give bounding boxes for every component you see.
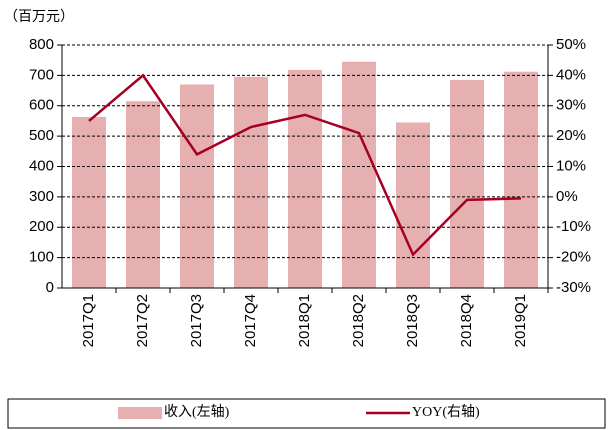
- y-tick-label: 0: [46, 279, 54, 296]
- legend-swatch: [118, 407, 162, 419]
- line: [88, 73, 522, 257]
- y2-tick-label: 30%: [556, 97, 586, 114]
- y-tick-label: 400: [29, 157, 54, 174]
- x-tick-label: 2019Q1: [512, 294, 529, 347]
- bar: [504, 71, 538, 288]
- x-tick-label: 2017Q4: [242, 294, 259, 347]
- y-tick-label: 100: [29, 249, 54, 266]
- x-tick-label: 2017Q3: [188, 294, 205, 347]
- x-tick-label: 2018Q1: [296, 294, 313, 347]
- x-tick-label: 2017Q1: [80, 294, 97, 347]
- y-tick-label: 700: [29, 66, 54, 83]
- grid: [62, 44, 548, 259]
- bar: [450, 79, 484, 289]
- y2-tick-label: 50%: [556, 36, 586, 53]
- bar: [126, 101, 160, 288]
- y2-tick-label: 40%: [556, 66, 586, 83]
- y2-tick-label: 10%: [556, 157, 586, 174]
- x-tick-label: 2018Q3: [404, 294, 421, 347]
- y-tick-label: 300: [29, 188, 54, 205]
- y-tick-label: 200: [29, 218, 54, 235]
- y-tick-label: 800: [29, 36, 54, 53]
- legend-label: 收入(左轴): [164, 404, 230, 420]
- y2-tick-label: -30%: [556, 279, 591, 296]
- y2-tick-label: 20%: [556, 127, 586, 144]
- bar: [72, 116, 106, 289]
- y-tick-label: 600: [29, 97, 54, 114]
- y2-tick-label: -10%: [556, 218, 591, 235]
- legend-box: [7, 398, 606, 429]
- unit-label: （百万元）: [4, 9, 74, 25]
- bar: [180, 84, 214, 288]
- bar: [288, 69, 322, 288]
- x-tick-label: 2018Q4: [458, 294, 475, 347]
- bar: [396, 122, 430, 288]
- bar: [342, 61, 376, 288]
- y2-tick-label: 0%: [556, 188, 578, 205]
- bar: [234, 76, 268, 288]
- y2-tick-label: -20%: [556, 249, 591, 266]
- x-tick-label: 2017Q2: [134, 294, 151, 347]
- y-tick-label: 500: [29, 127, 54, 144]
- x-tick-label: 2018Q2: [350, 294, 367, 347]
- legend-label: YOY(右轴): [412, 404, 480, 420]
